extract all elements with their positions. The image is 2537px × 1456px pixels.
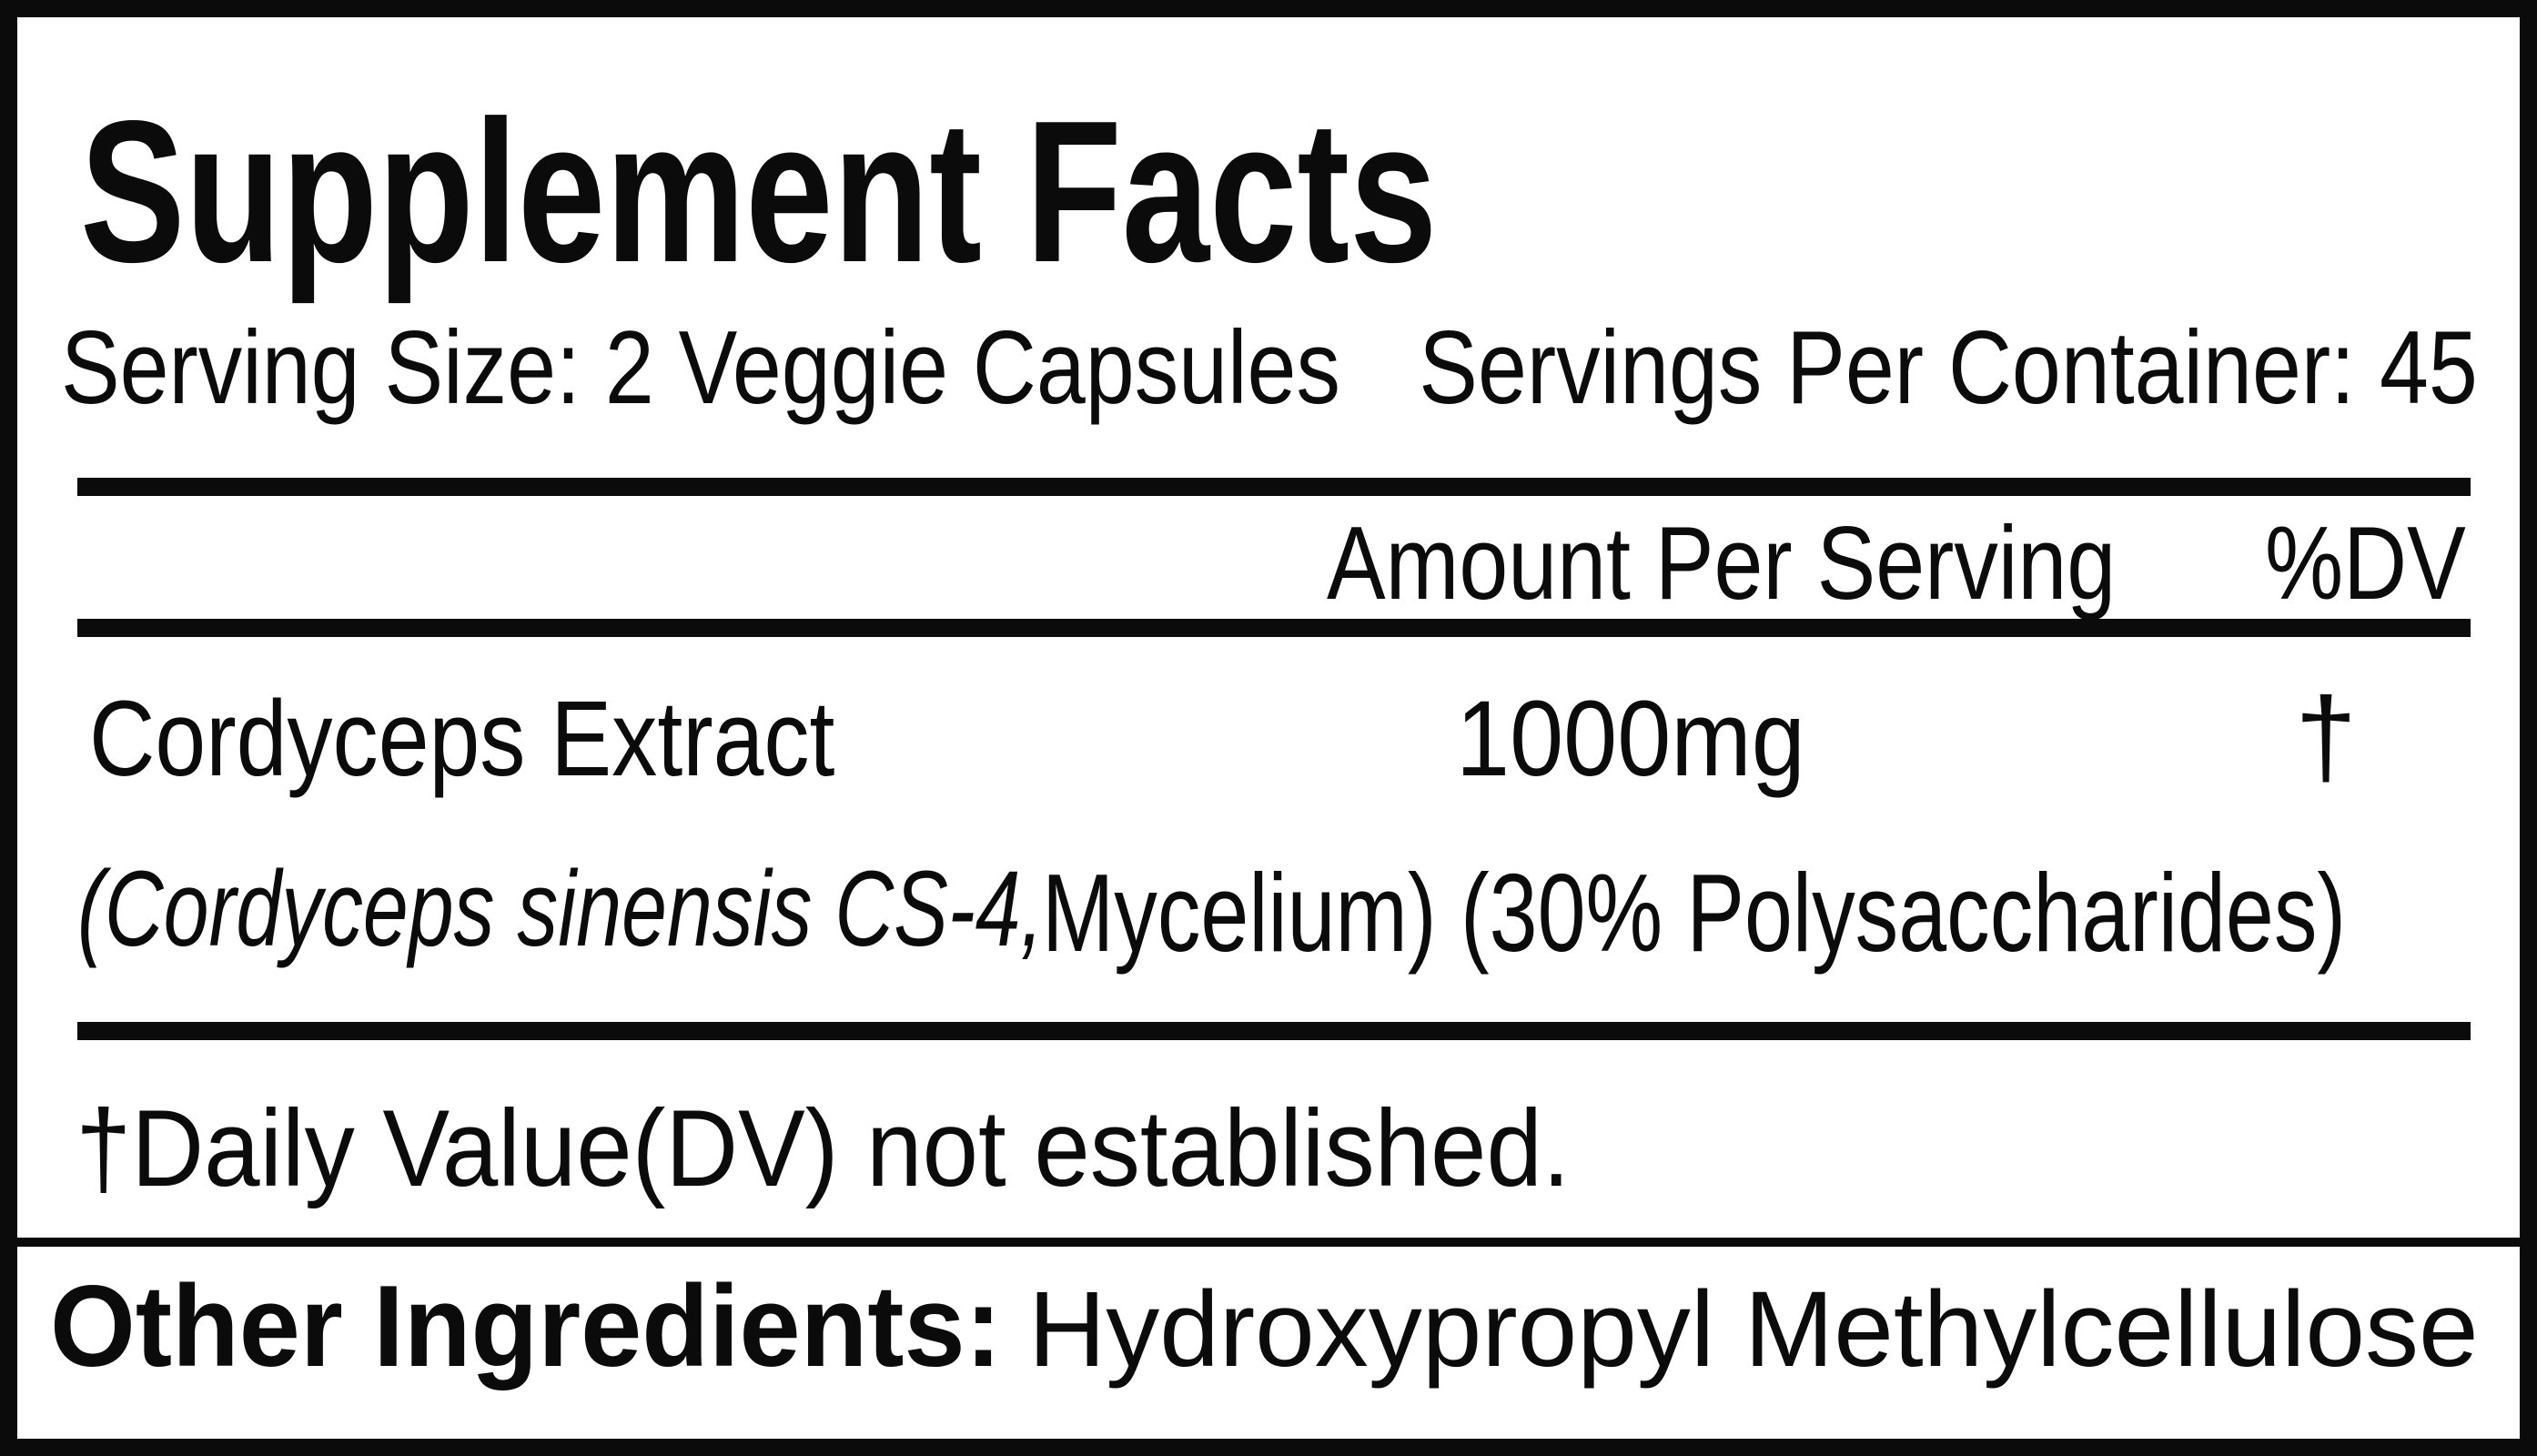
percent-dv-header: %DV xyxy=(2265,506,2466,622)
rule-header xyxy=(77,619,2471,637)
servings-per-container-text: Servings Per Container: 45 xyxy=(1419,310,2478,426)
other-ingredients-label: Other Ingredients: xyxy=(50,1261,1002,1390)
ingredient-amount: 1000mg xyxy=(1456,679,1805,799)
ingredient-dv-dagger: † xyxy=(2295,674,2357,798)
serving-size-text: Serving Size: 2 Veggie Capsules xyxy=(61,310,1340,426)
rule-top xyxy=(77,478,2471,496)
section-divider xyxy=(17,1238,2520,1247)
other-ingredients-value: Hydroxypropyl Methylcellulose xyxy=(1028,1269,2479,1390)
rule-bottom xyxy=(77,1022,2471,1040)
ingredient-name: Cordyceps Extract xyxy=(89,679,835,799)
ingredient-detail-standardization: Mycelium) (30% Polysaccharides) xyxy=(1042,851,2347,975)
dv-footnote: †Daily Value(DV) not established. xyxy=(76,1087,1571,1209)
amount-per-serving-header: Amount Per Serving xyxy=(1326,506,2116,622)
page-title: Supplement Facts xyxy=(80,79,1438,305)
ingredient-detail-latin-name: (Cordyceps sinensis CS-4, xyxy=(77,849,1044,969)
